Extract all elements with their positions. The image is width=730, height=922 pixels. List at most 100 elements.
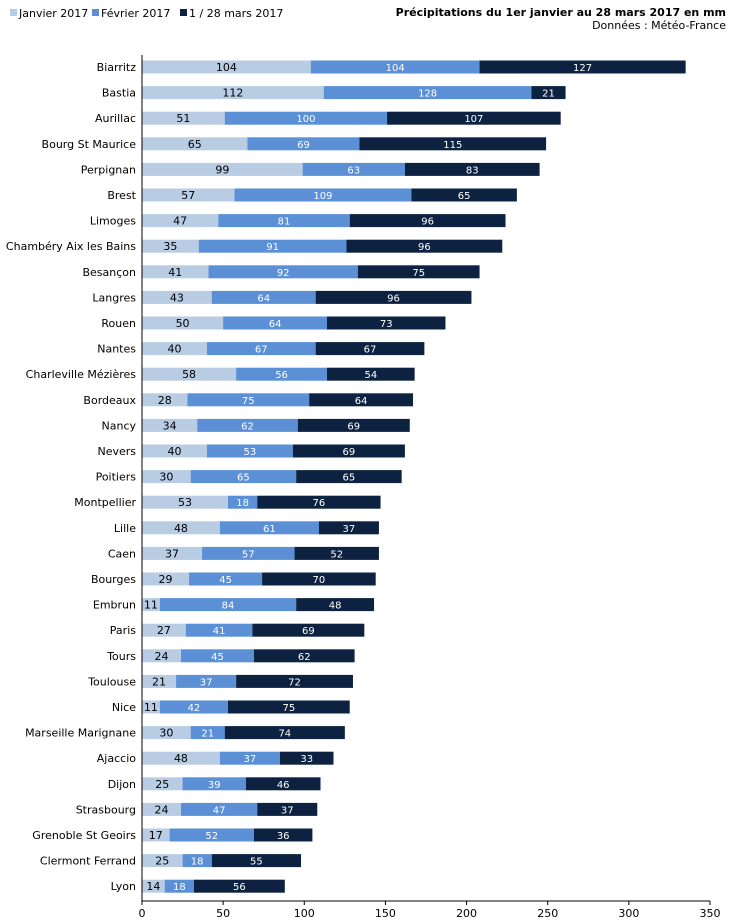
data-label: 67 [364, 345, 377, 356]
x-tick-label: 200 [456, 907, 477, 920]
bar-segment-2 [257, 802, 318, 816]
bar-segment-0 [142, 316, 224, 330]
data-label: 72 [288, 677, 301, 688]
bar-segment-2 [224, 726, 345, 740]
data-label: 100 [296, 114, 315, 125]
data-label: 21 [201, 729, 214, 740]
bar-segment-1 [310, 60, 480, 74]
data-label: 63 [347, 165, 360, 176]
data-label: 47 [213, 805, 226, 816]
bar-segment-2 [346, 239, 503, 253]
bar-segment-2 [296, 598, 375, 612]
bar-row: 29 45 70 [142, 572, 376, 586]
data-label: 34 [163, 419, 177, 432]
bar-segment-0 [142, 342, 207, 356]
bar-row: 30 65 65 [142, 470, 402, 484]
data-label: 24 [154, 650, 168, 663]
bar-row: 27 41 69 [142, 623, 365, 637]
data-label: 11 [144, 701, 158, 714]
bar-segment-2 [236, 674, 353, 688]
bar-segment-2 [387, 111, 561, 125]
bar-segment-2 [531, 86, 566, 100]
bar-segment-1 [228, 495, 258, 509]
bar-segment-0 [142, 828, 170, 842]
data-label: 109 [313, 191, 332, 202]
x-tick-label: 100 [294, 907, 315, 920]
category-label: Bastia [102, 87, 136, 100]
category-label: Nice [112, 701, 136, 714]
data-label: 18 [191, 857, 204, 868]
legend-label-0: Janvier 2017 [18, 7, 88, 20]
bar-segment-0 [142, 674, 177, 688]
data-label: 52 [330, 549, 343, 560]
bar-segment-0 [142, 572, 190, 586]
data-label: 83 [466, 165, 479, 176]
bar-row: 40 53 69 [142, 444, 405, 458]
bar-segment-1 [223, 316, 328, 330]
bar-segment-0 [142, 60, 311, 74]
bar-row: 65 69 115 [142, 137, 547, 151]
bar-segment-2 [253, 649, 355, 663]
data-label: 127 [573, 63, 592, 74]
bar-segment-0 [142, 418, 198, 432]
data-label: 64 [355, 396, 368, 407]
bar-segment-1 [187, 393, 310, 407]
data-label: 33 [300, 754, 313, 765]
bar-segment-2 [411, 188, 517, 202]
bar-segment-1 [198, 239, 347, 253]
data-label: 75 [412, 268, 425, 279]
bar-segment-1 [189, 572, 263, 586]
bar-row: 17 52 36 [142, 828, 313, 842]
data-label: 69 [347, 421, 360, 432]
bar-segment-1 [218, 214, 350, 228]
data-label: 28 [158, 394, 172, 407]
bar-row: 51 100 107 [142, 111, 561, 125]
category-label: Caen [108, 547, 136, 560]
category-label: Brest [107, 189, 136, 202]
data-label: 65 [458, 191, 471, 202]
bar-row: 30 21 74 [142, 726, 345, 740]
category-label: Poitiers [96, 471, 137, 484]
bar-segment-0 [142, 188, 235, 202]
data-label: 53 [178, 496, 192, 509]
bar-segment-2 [294, 546, 379, 560]
data-label: 65 [237, 473, 250, 484]
bar-segment-0 [142, 649, 181, 663]
category-label: Tours [106, 650, 136, 663]
bar-segment-1 [176, 674, 237, 688]
data-label: 37 [200, 677, 213, 688]
data-label: 56 [233, 882, 246, 893]
bar-row: 58 56 54 [142, 367, 415, 381]
category-label: Toulouse [87, 675, 136, 688]
bar-segment-1 [182, 854, 212, 868]
bar-row: 40 67 67 [142, 342, 425, 356]
bar-segment-1 [234, 188, 412, 202]
category-label: Bordeaux [83, 394, 136, 407]
bar-segment-1 [185, 623, 253, 637]
data-label: 115 [443, 140, 462, 151]
data-label: 112 [222, 87, 243, 100]
legend-label-1: Février 2017 [101, 7, 170, 20]
bar-segment-0 [142, 726, 191, 740]
data-label: 81 [278, 217, 291, 228]
bar-row: 14 18 56 [142, 879, 285, 893]
bar-segment-0 [142, 598, 160, 612]
category-label: Charleville Mézières [26, 368, 137, 381]
data-label: 50 [176, 317, 190, 330]
data-label: 45 [219, 575, 232, 586]
data-label: 57 [181, 189, 195, 202]
bar-segment-2 [359, 137, 547, 151]
chart-subtitle: Données : Météo-France [592, 19, 726, 32]
bar-segment-2 [257, 495, 381, 509]
x-tick-label: 250 [537, 907, 558, 920]
data-label: 76 [313, 498, 326, 509]
data-label: 53 [244, 447, 257, 458]
category-label: Biarritz [97, 61, 137, 74]
data-label: 96 [387, 293, 400, 304]
category-label: Nancy [102, 419, 137, 432]
bar-segment-2 [245, 777, 321, 791]
data-label: 36 [277, 831, 290, 842]
data-label: 24 [154, 803, 168, 816]
bar-row: 35 91 96 [142, 239, 503, 253]
